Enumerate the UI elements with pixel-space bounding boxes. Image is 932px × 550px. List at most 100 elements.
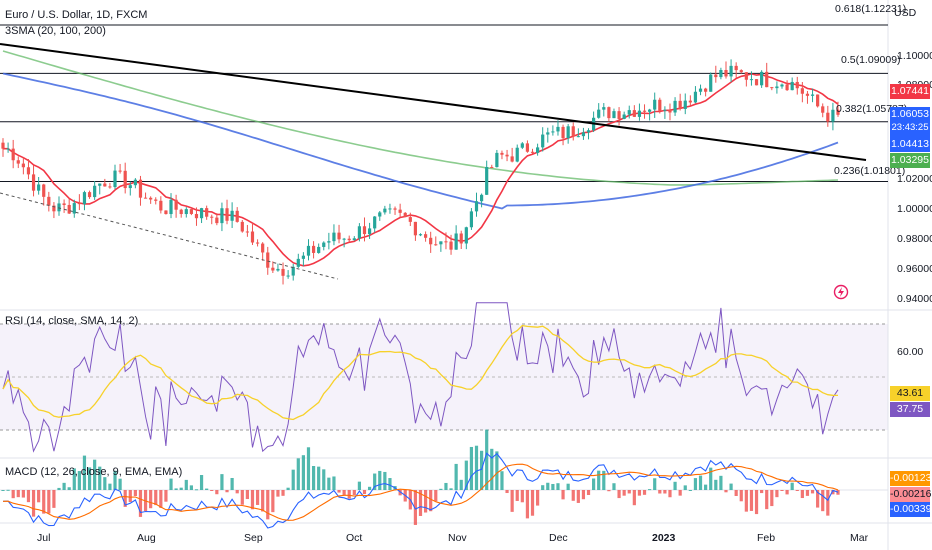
candle-body xyxy=(678,100,682,109)
candle-body xyxy=(322,242,326,247)
candle-body xyxy=(800,88,804,94)
candle-body xyxy=(622,114,626,119)
candle-body xyxy=(500,152,504,155)
candle-body xyxy=(383,208,387,213)
lightning-icon xyxy=(833,284,849,300)
macd-histogram-bar xyxy=(174,488,178,490)
candle-body xyxy=(775,86,779,89)
candle-body xyxy=(296,258,300,267)
candle-body xyxy=(378,212,382,217)
candle-body xyxy=(602,107,606,110)
candle-body xyxy=(704,88,708,92)
candle-body xyxy=(551,131,555,133)
macd-histogram-bar xyxy=(673,481,677,490)
rsi-legend[interactable]: RSI (14, close, SMA, 14, 2) xyxy=(5,315,139,327)
macd-histogram-bar xyxy=(602,470,606,490)
macd-legend[interactable]: MACD (12, 26, close, 9, EMA, EMA) xyxy=(5,466,183,478)
macd-histogram-bar xyxy=(536,490,540,506)
time-tick: Dec xyxy=(549,532,568,544)
macd-histogram-bar xyxy=(454,463,458,490)
currency-label: USD xyxy=(894,7,917,19)
macd-histogram-bar xyxy=(663,490,667,494)
candle-body xyxy=(612,111,616,119)
candle-body xyxy=(189,209,193,214)
macd-histogram-bar xyxy=(607,490,611,492)
candle-body xyxy=(434,244,438,246)
fib-label: 0.5(1.09009) xyxy=(841,54,901,66)
candle-body xyxy=(118,170,122,172)
macd-histogram-bar xyxy=(500,471,504,490)
candle-body xyxy=(760,71,764,86)
candle-body xyxy=(571,126,575,137)
macd-histogram-bar xyxy=(271,490,275,513)
candle-body xyxy=(87,192,92,198)
last-price: 1.06053 xyxy=(891,108,929,120)
macd-histogram-bar xyxy=(306,447,311,490)
macd-histogram-bar xyxy=(810,490,815,494)
candle-body xyxy=(276,268,280,271)
candle-body xyxy=(581,132,586,137)
macd-histogram-bar xyxy=(525,490,530,519)
macd-histogram-bar xyxy=(77,471,81,490)
macd-histogram-bar xyxy=(245,490,249,500)
macd-histogram-bar xyxy=(352,490,356,495)
macd-histogram-bar xyxy=(154,490,158,506)
candle-body xyxy=(520,143,524,148)
time-tick: Feb xyxy=(757,532,776,544)
candle-body xyxy=(154,199,158,201)
macd-histogram-bar xyxy=(765,490,769,510)
macd-histogram-bar xyxy=(87,467,92,490)
macd-histogram-bar xyxy=(373,473,377,490)
candle-body xyxy=(72,203,76,214)
macd-histogram-bar xyxy=(281,490,285,496)
macd-histogram-bar xyxy=(821,490,825,512)
time-tick: Oct xyxy=(346,532,363,544)
macd-histogram-bar xyxy=(383,471,387,490)
macd-histogram-bar xyxy=(26,490,31,503)
macd-histogram-bar xyxy=(749,490,754,511)
macd-histogram-bar xyxy=(31,490,36,517)
lightning-icon xyxy=(838,287,844,297)
candle-body xyxy=(220,208,224,224)
candle-body xyxy=(194,213,199,219)
macd-histogram-bar xyxy=(439,488,443,490)
candle-body xyxy=(281,268,285,276)
macd-histogram-bar xyxy=(42,490,46,514)
macd-histogram-bar xyxy=(276,490,280,497)
time-tick: 2023 xyxy=(652,532,676,544)
macd-histogram-bar xyxy=(836,490,840,495)
macd-histogram-bar xyxy=(210,490,214,491)
macd-histogram-bar xyxy=(266,490,270,520)
macd-histogram-bar xyxy=(541,485,545,490)
macd-histogram-bar xyxy=(113,470,117,490)
candle-body xyxy=(536,147,540,153)
candle-body xyxy=(418,234,423,236)
macd-histogram-bar xyxy=(47,490,51,514)
candle-body xyxy=(586,130,591,133)
candle-body xyxy=(607,107,611,119)
candle-body xyxy=(82,192,87,205)
macd-histogram-bar xyxy=(490,448,494,490)
candle-body xyxy=(311,245,316,253)
candle-body xyxy=(306,245,311,256)
macd-histogram-bar xyxy=(342,490,346,495)
candle-body xyxy=(266,252,270,268)
candle-body xyxy=(749,79,754,81)
macd-histogram-bar xyxy=(367,486,372,490)
candle-body xyxy=(286,275,290,277)
candle-body xyxy=(663,109,667,111)
macd-histogram-bar xyxy=(225,490,229,493)
macd-histogram-bar xyxy=(724,490,728,493)
candle-body xyxy=(429,237,433,245)
macd-signal-line xyxy=(2,463,839,521)
candle-body xyxy=(805,93,810,96)
trendline-resistance xyxy=(0,43,867,161)
sma100-price-tag: 1.04413 xyxy=(890,137,930,152)
candle-body xyxy=(108,186,112,188)
candle-body xyxy=(367,228,372,235)
candle-body xyxy=(444,241,448,243)
rsi-line xyxy=(2,302,839,453)
candle-body xyxy=(52,205,56,212)
sma-legend[interactable]: 3SMA (20, 100, 200) xyxy=(5,25,106,37)
